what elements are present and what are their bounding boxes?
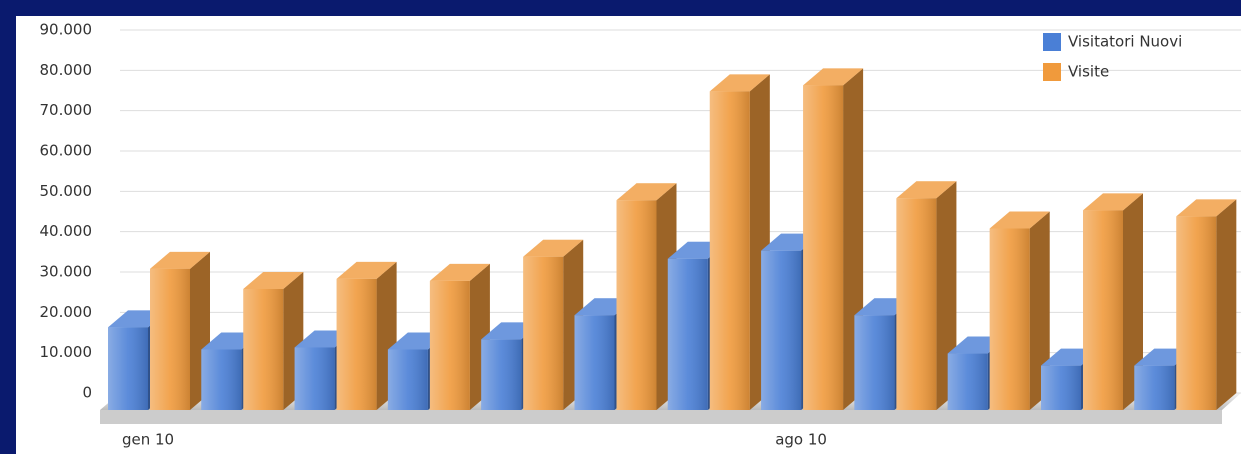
bar-front-shine: [1134, 365, 1175, 410]
y-tick-label: 10.000: [40, 343, 93, 361]
bar-top: [803, 68, 864, 86]
bar: [336, 261, 397, 410]
bar-top: [1176, 199, 1237, 217]
legend-label: Visite: [1068, 63, 1109, 81]
bar-top: [429, 263, 490, 281]
bar-top: [523, 239, 584, 257]
bar-front-shine: [387, 349, 428, 410]
bar-front-shine: [616, 200, 657, 410]
y-tick-label: 20.000: [40, 303, 93, 321]
y-tick-label: 40.000: [40, 222, 93, 240]
bar-top-shade: [429, 263, 490, 281]
bar-front-shine: [854, 315, 895, 410]
legend-swatch: [1043, 33, 1061, 51]
bar-front-shine: [667, 258, 708, 410]
bar-front-shine: [761, 250, 802, 410]
bar-top: [616, 183, 677, 201]
bar-front-shine: [803, 85, 844, 411]
bar-top-shade: [989, 211, 1050, 229]
bar-front-shine: [709, 91, 750, 410]
bar: [989, 211, 1050, 410]
bar-top: [150, 251, 210, 269]
bar-front-shine: [989, 228, 1030, 410]
bar-front-shine: [108, 327, 148, 410]
bar-front-shine: [429, 280, 470, 410]
x-tick-label: ago 10: [775, 431, 827, 449]
bar: [1083, 193, 1143, 410]
bar-side: [1029, 211, 1050, 410]
bar-top: [896, 181, 957, 199]
y-tick-label: 60.000: [40, 142, 93, 160]
bar-side: [1216, 199, 1237, 410]
bar: [523, 239, 584, 410]
bar-top-shade: [523, 239, 584, 257]
bar: [429, 263, 490, 410]
bar-side-shade: [1216, 199, 1237, 410]
bar-top: [336, 261, 397, 279]
bar: [803, 68, 864, 411]
bar-front-shine: [1083, 210, 1123, 410]
bar-top-shade: [243, 272, 304, 289]
bar-front-shine: [523, 256, 564, 410]
bar-top-shade: [709, 74, 770, 92]
bar-front-shine: [150, 268, 190, 410]
bar-front-shine: [336, 278, 377, 410]
bar-top: [1083, 193, 1143, 211]
legend-label: Visitatori Nuovi: [1068, 33, 1182, 51]
bar: [896, 181, 957, 410]
bar-front-shine: [1041, 365, 1081, 410]
bar-top-shade: [1176, 199, 1237, 217]
y-tick-label: 50.000: [40, 182, 93, 200]
bar: [243, 272, 304, 410]
bar: [150, 251, 210, 410]
y-tick-label: 0: [82, 384, 92, 402]
bar-side-shade: [1123, 193, 1143, 410]
y-tick-label: 30.000: [40, 263, 93, 281]
bar-front-shine: [243, 289, 284, 410]
floor-edge: [100, 410, 1222, 424]
bar-top: [989, 211, 1050, 229]
bar-side-shade: [1029, 211, 1050, 410]
bar-front-shine: [1176, 216, 1217, 410]
bar: [1176, 199, 1237, 410]
bar-top-shade: [1083, 193, 1143, 211]
bar: [709, 74, 770, 410]
bar: [616, 183, 677, 410]
bar-top: [243, 272, 304, 289]
x-tick-label: gen 10: [122, 431, 174, 449]
bar-side: [1123, 193, 1143, 410]
bar-top-shade: [616, 183, 677, 201]
bar-front-shine: [947, 353, 988, 410]
bar-front-shine: [294, 347, 335, 410]
y-tick-label: 80.000: [40, 61, 93, 79]
bar-top-shade: [896, 181, 957, 199]
bar-top-shade: [150, 251, 210, 269]
bar-front-shine: [481, 339, 522, 410]
y-tick-label: 70.000: [40, 101, 93, 119]
bar-top: [709, 74, 770, 92]
bar-top-shade: [336, 261, 397, 279]
bar-front-shine: [201, 349, 242, 410]
y-tick-label: 90.000: [40, 21, 93, 39]
bar-top-shade: [803, 68, 864, 86]
legend-swatch: [1043, 63, 1061, 81]
bar-front-shine: [574, 315, 615, 410]
bar-front-shine: [896, 198, 937, 410]
